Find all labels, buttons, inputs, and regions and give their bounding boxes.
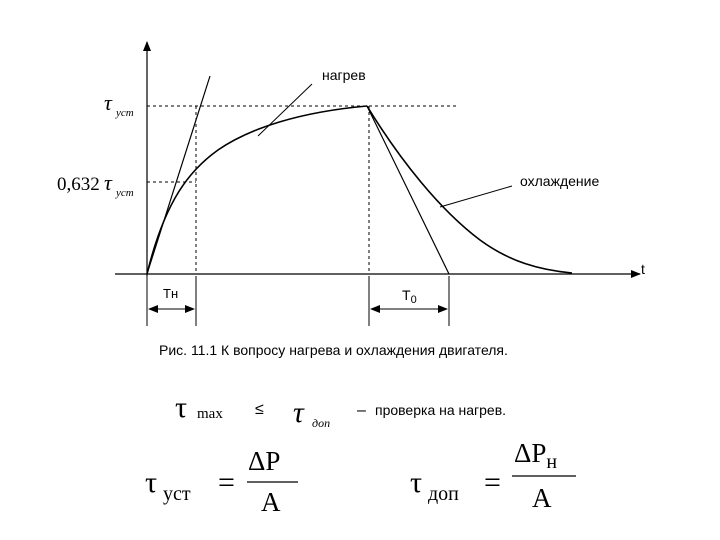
heating-leader: [257, 83, 313, 137]
formula2-tau-symbol: τ: [410, 466, 422, 499]
tau-0632-subscript: уст: [115, 187, 134, 199]
figure-caption: Рис. 11.1 К вопросу нагрева и охлаждения…: [159, 342, 508, 358]
condition-dash: –: [357, 402, 366, 419]
condition-tau-dop-symbol: τ: [293, 396, 305, 429]
formula1-tau-symbol: τ: [145, 466, 157, 499]
cooling-curve: [366, 105, 573, 274]
heating-tangent: [146, 75, 211, 275]
formula1-denominator: A: [261, 487, 281, 517]
t0-label: Т0: [402, 287, 417, 306]
t-axis-label: t: [641, 261, 645, 277]
formula1-equals: =: [218, 466, 235, 499]
condition-tau-max-symbol: τ: [175, 391, 187, 424]
condition-text: проверка на нагрев.: [375, 402, 506, 418]
formula1-numerator: ΔP: [248, 446, 280, 476]
condition-le-sign: ≤: [255, 401, 264, 418]
heating-label: нагрев: [322, 67, 366, 83]
formula1-ust-subscript: уст: [163, 483, 191, 505]
cooling-label: охлаждение: [520, 173, 599, 189]
formula2-numerator: ΔPн: [514, 438, 557, 473]
coef-0632-label: 0,632: [57, 174, 100, 195]
cooling-tangent: [366, 105, 450, 275]
formula2-dop-subscript: доп: [428, 483, 459, 505]
heating-curve: [146, 105, 368, 275]
formula2-denominator: A: [532, 483, 552, 513]
tn-label: Тн: [163, 286, 178, 301]
tau-steady-subscript: уст: [115, 107, 134, 119]
condition-dop-subscript: доп: [312, 416, 330, 430]
formula2-equals: =: [484, 466, 501, 499]
cooling-leader: [439, 185, 513, 208]
tau-steady-symbol: τ: [104, 90, 113, 115]
condition-max-subscript: max: [197, 406, 223, 422]
tau-0632-symbol: τ: [104, 170, 113, 195]
